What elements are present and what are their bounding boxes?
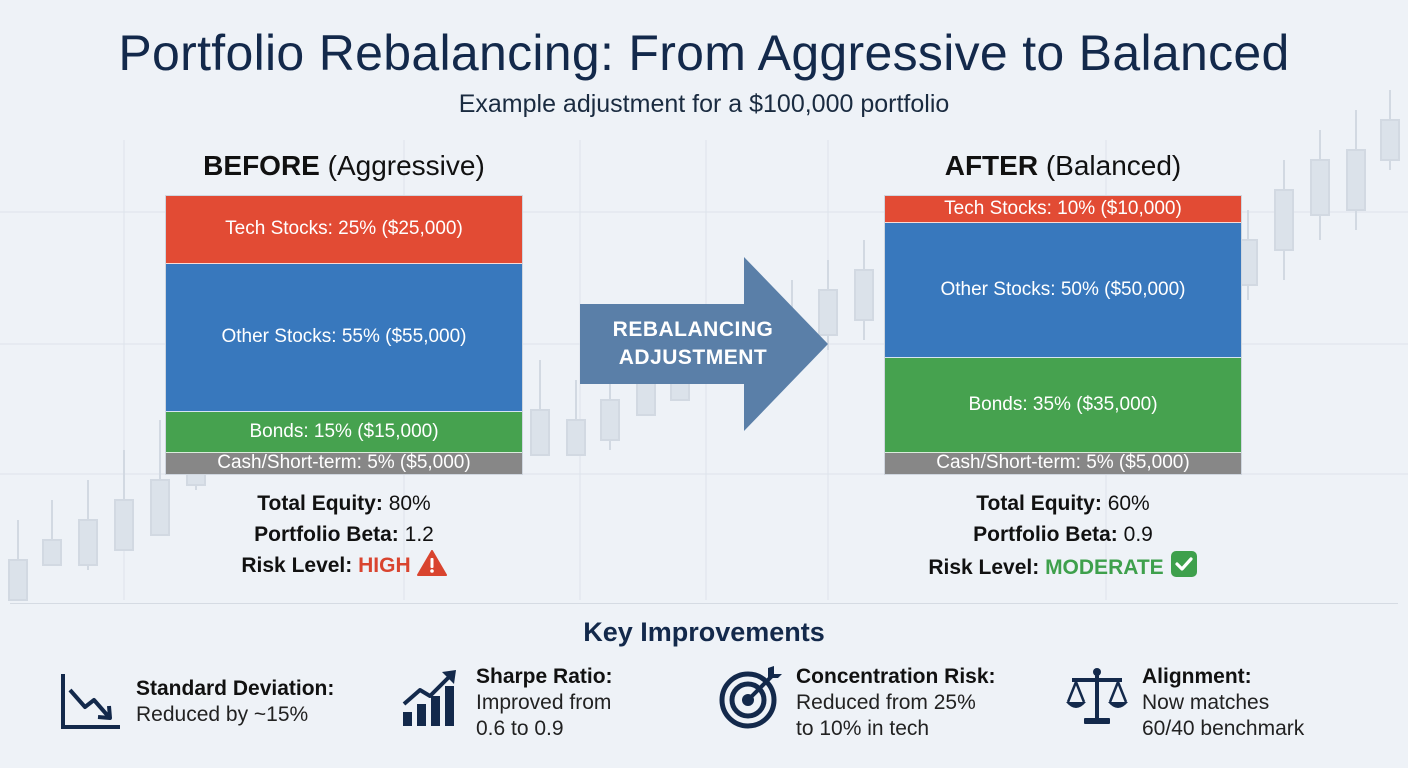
arrow-label-line2: ADJUSTMENT xyxy=(618,346,768,369)
background-candle-body xyxy=(1274,189,1294,251)
before-risk-label: Risk Level: xyxy=(241,554,353,577)
improvement-line1-concentration: Reduced from 25% xyxy=(796,691,976,714)
after-allocation-stack: Tech Stocks: 10% ($10,000) Other Stocks:… xyxy=(884,195,1242,475)
improvement-item-sharpe: Sharpe Ratio: Improved from 0.6 to 0.9 xyxy=(398,664,613,742)
background-candle-body xyxy=(78,519,98,566)
growth-bar-chart-icon xyxy=(402,670,456,726)
improvement-line-std-dev: Reduced by ~15% xyxy=(136,703,309,726)
before-segment-tech: Tech Stocks: 25% ($25,000) xyxy=(166,196,522,264)
after-beta-value: 0.9 xyxy=(1123,523,1153,546)
improvement-line2-alignment: 60/40 benchmark xyxy=(1142,717,1305,740)
improvement-line1-alignment: Now matches xyxy=(1142,691,1270,714)
before-segment-bonds: Bonds: 15% ($15,000) xyxy=(166,412,522,453)
improvement-item-concentration: Concentration Risk: Reduced from 25% to … xyxy=(718,664,996,742)
improvement-item-alignment: Alignment: Now matches 60/40 benchmark xyxy=(1064,664,1304,742)
background-candle-body xyxy=(42,539,62,566)
arrow-label: REBALANCING ADJUSTMENT xyxy=(588,316,798,372)
background-candle-body xyxy=(1310,159,1330,216)
after-equity-label: Total Equity: xyxy=(976,492,1102,515)
improvement-item-std-dev: Standard Deviation: Reduced by ~15% xyxy=(58,672,334,738)
before-risk-level: Risk Level: HIGH xyxy=(165,550,523,581)
background-candle-body xyxy=(566,419,586,456)
after-risk-label: Risk Level: xyxy=(928,556,1040,579)
before-allocation-stack: Tech Stocks: 25% ($25,000) Other Stocks:… xyxy=(165,195,523,475)
before-beta-label: Portfolio Beta: xyxy=(254,523,399,546)
before-segment-cash: Cash/Short-term: 5% ($5,000) xyxy=(166,452,522,474)
improvement-title-alignment: Alignment: xyxy=(1142,665,1252,688)
page-subtitle: Example adjustment for a $100,000 portfo… xyxy=(458,90,950,118)
target-icon xyxy=(719,666,782,729)
before-stats: Total Equity: 80% Portfolio Beta: 1.2 Ri… xyxy=(165,488,523,581)
section-divider xyxy=(10,603,1398,604)
rebalancing-arrow xyxy=(580,257,828,431)
improvement-line2-sharpe: 0.6 to 0.9 xyxy=(476,717,564,740)
before-heading-bold: BEFORE xyxy=(203,150,320,181)
background-candle-body xyxy=(8,559,28,601)
before-heading: BEFORE (Aggressive) xyxy=(165,150,523,182)
improvement-title-std-dev: Standard Deviation: xyxy=(136,677,335,700)
before-total-equity: Total Equity: 80% xyxy=(165,488,523,519)
after-segment-tech: Tech Stocks: 10% ($10,000) xyxy=(885,196,1241,223)
improvement-line2-concentration: to 10% in tech xyxy=(796,717,930,740)
after-risk-value: MODERATE xyxy=(1045,556,1164,579)
after-segment-other-stocks: Other Stocks: 50% ($50,000) xyxy=(885,223,1241,359)
balance-scale-icon xyxy=(1066,668,1128,724)
after-heading: AFTER (Balanced) xyxy=(884,150,1242,182)
background-candle-body xyxy=(854,269,874,321)
key-improvements-title: Key Improvements xyxy=(583,617,825,647)
after-equity-value: 60% xyxy=(1107,492,1150,515)
after-risk-level: Risk Level: MODERATE xyxy=(884,550,1242,583)
background-candle-body xyxy=(1380,119,1400,161)
before-segment-other-stocks: Other Stocks: 55% ($55,000) xyxy=(166,263,522,413)
before-equity-value: 80% xyxy=(388,492,431,515)
background-candle-body xyxy=(600,399,620,441)
arrow-label-line1: REBALANCING xyxy=(612,318,774,341)
improvement-title-concentration: Concentration Risk: xyxy=(796,665,996,688)
background-candle-body xyxy=(114,499,134,551)
before-heading-rest: (Aggressive) xyxy=(327,150,485,181)
after-beta-label: Portfolio Beta: xyxy=(973,523,1118,546)
after-segment-cash: Cash/Short-term: 5% ($5,000) xyxy=(885,452,1241,474)
warning-icon xyxy=(416,550,447,576)
before-equity-label: Total Equity: xyxy=(257,492,383,515)
improvement-title-sharpe: Sharpe Ratio: xyxy=(476,665,613,688)
after-heading-rest: (Balanced) xyxy=(1045,150,1182,181)
background-candle-body xyxy=(818,289,838,336)
background-candle-body xyxy=(530,409,550,456)
after-stats: Total Equity: 60% Portfolio Beta: 0.9 Ri… xyxy=(884,488,1242,583)
improvement-line1-sharpe: Improved from xyxy=(476,691,612,714)
before-risk-value: HIGH xyxy=(358,554,411,577)
after-total-equity: Total Equity: 60% xyxy=(884,488,1242,519)
before-beta-value: 1.2 xyxy=(404,523,434,546)
checkmark-icon xyxy=(1170,551,1197,577)
background-candle-body xyxy=(1346,149,1366,211)
after-segment-bonds: Bonds: 35% ($35,000) xyxy=(885,358,1241,453)
background-candle-body xyxy=(150,479,170,536)
downtrend-chart-icon xyxy=(61,674,120,729)
before-portfolio-beta: Portfolio Beta: 1.2 xyxy=(165,519,523,550)
after-portfolio-beta: Portfolio Beta: 0.9 xyxy=(884,519,1242,550)
page-title: Portfolio Rebalancing: From Aggressive t… xyxy=(118,25,1290,81)
after-heading-bold: AFTER xyxy=(944,150,1039,181)
